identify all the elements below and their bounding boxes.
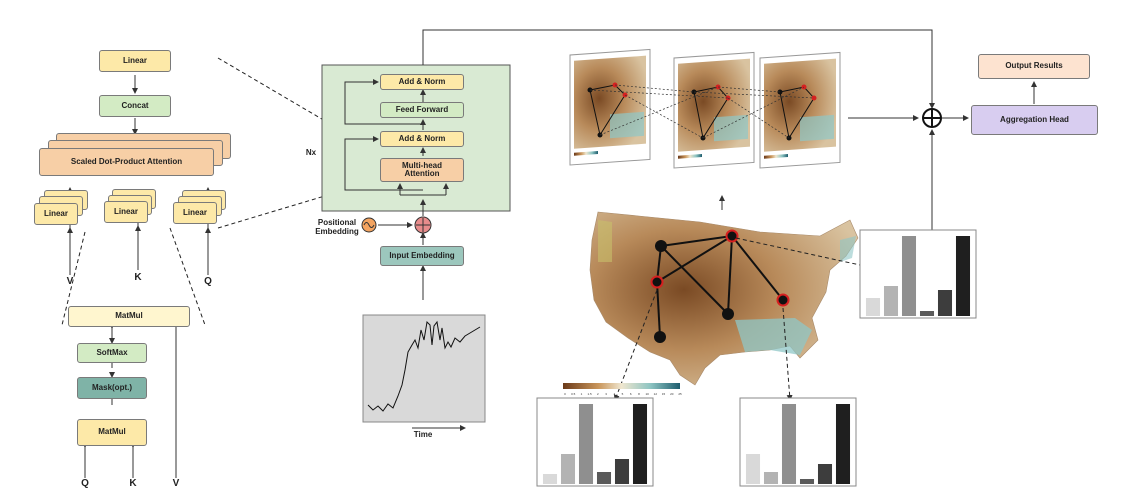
colorbar-tick-label: 10: [645, 392, 649, 396]
positional-line2: Embedding: [315, 226, 359, 236]
linear-output-box: Linear: [99, 50, 171, 72]
bar: [901, 236, 917, 316]
positional-line1: Positional: [317, 218, 357, 227]
colorbar-tick-label: 2: [597, 392, 599, 396]
sdpa-input-v-label: V: [172, 478, 180, 489]
colorbar-tick-label: 0: [564, 392, 566, 396]
bar-charts: [536, 229, 977, 487]
colorbar-tick-label: 5: [622, 392, 624, 396]
colorbar-tick-label: 8: [638, 392, 640, 396]
bar: [542, 474, 558, 484]
bar: [578, 404, 594, 484]
output-section: [922, 81, 1037, 128]
softmax-box: SoftMax: [77, 343, 147, 363]
linear-q-box: Linear: [173, 202, 217, 224]
colorbar-tick-label: 25: [678, 392, 682, 396]
add-norm-bottom-box: Add & Norm: [380, 131, 464, 147]
feed-forward-box: Feed Forward: [380, 102, 464, 118]
colorbar: [563, 383, 680, 389]
output-results-box: Output Results: [978, 54, 1090, 79]
bar: [955, 236, 971, 316]
nx-label: Nx: [305, 148, 317, 157]
bar: [937, 290, 953, 316]
mha-line2: Attention: [404, 169, 440, 178]
multihead-attention-box: Multi-head Attention: [380, 158, 464, 182]
colorbar-ticks: 0 0.5 1 1.5 2 3 4 5 6 8 10 12 15 20 25: [564, 392, 682, 396]
input-k-label: K: [134, 272, 142, 283]
sdpa-input-q-label: Q: [81, 478, 89, 489]
time-series-plot: [362, 314, 486, 431]
colorbar-tick-label: 15: [662, 392, 666, 396]
bar: [560, 454, 576, 484]
concat-box: Concat: [99, 95, 171, 117]
linear-v-box: Linear: [34, 203, 78, 225]
sdpa-input-k-label: K: [129, 478, 137, 489]
linear-k-box: Linear: [104, 201, 148, 223]
colorbar-tick-label: 0.5: [571, 392, 576, 396]
colorbar-tick-label: 1.5: [588, 392, 593, 396]
colorbar-tick-label: 20: [670, 392, 674, 396]
bar: [835, 404, 851, 484]
input-embedding-box: Input Embedding: [380, 246, 464, 266]
colorbar-tick-label: 1: [581, 392, 583, 396]
bar: [817, 464, 833, 484]
input-v-label: V: [66, 276, 74, 287]
bar: [614, 459, 630, 484]
bar: [745, 454, 761, 484]
bar: [883, 286, 899, 316]
colorbar-tick-label: 12: [654, 392, 658, 396]
positional-embedding-label: Positional Embedding: [313, 218, 361, 237]
add-norm-top-box: Add & Norm: [380, 74, 464, 90]
colorbar-tick-label: 3: [605, 392, 607, 396]
bar: [799, 479, 815, 484]
time-axis-label: Time: [413, 430, 433, 439]
colorbar-tick-label: 4: [613, 392, 615, 396]
bar: [865, 298, 881, 316]
graph-snapshots: [569, 48, 919, 169]
mha-line1: Multi-head: [402, 160, 442, 170]
matmul-top-box: MatMul: [68, 306, 190, 327]
bar: [781, 404, 797, 484]
bar: [763, 472, 779, 484]
matmul-bottom-box: MatMul: [77, 419, 147, 446]
mask-box: Mask(opt.): [77, 377, 147, 399]
bar: [632, 404, 648, 484]
bar: [596, 472, 612, 484]
bar: [919, 311, 935, 316]
us-map: [563, 129, 935, 401]
colorbar-tick-label: 6: [630, 392, 632, 396]
sdpa-box: Scaled Dot-Product Attention: [39, 148, 214, 176]
aggregation-head-box: Aggregation Head: [971, 105, 1098, 135]
input-q-label: Q: [204, 276, 212, 287]
